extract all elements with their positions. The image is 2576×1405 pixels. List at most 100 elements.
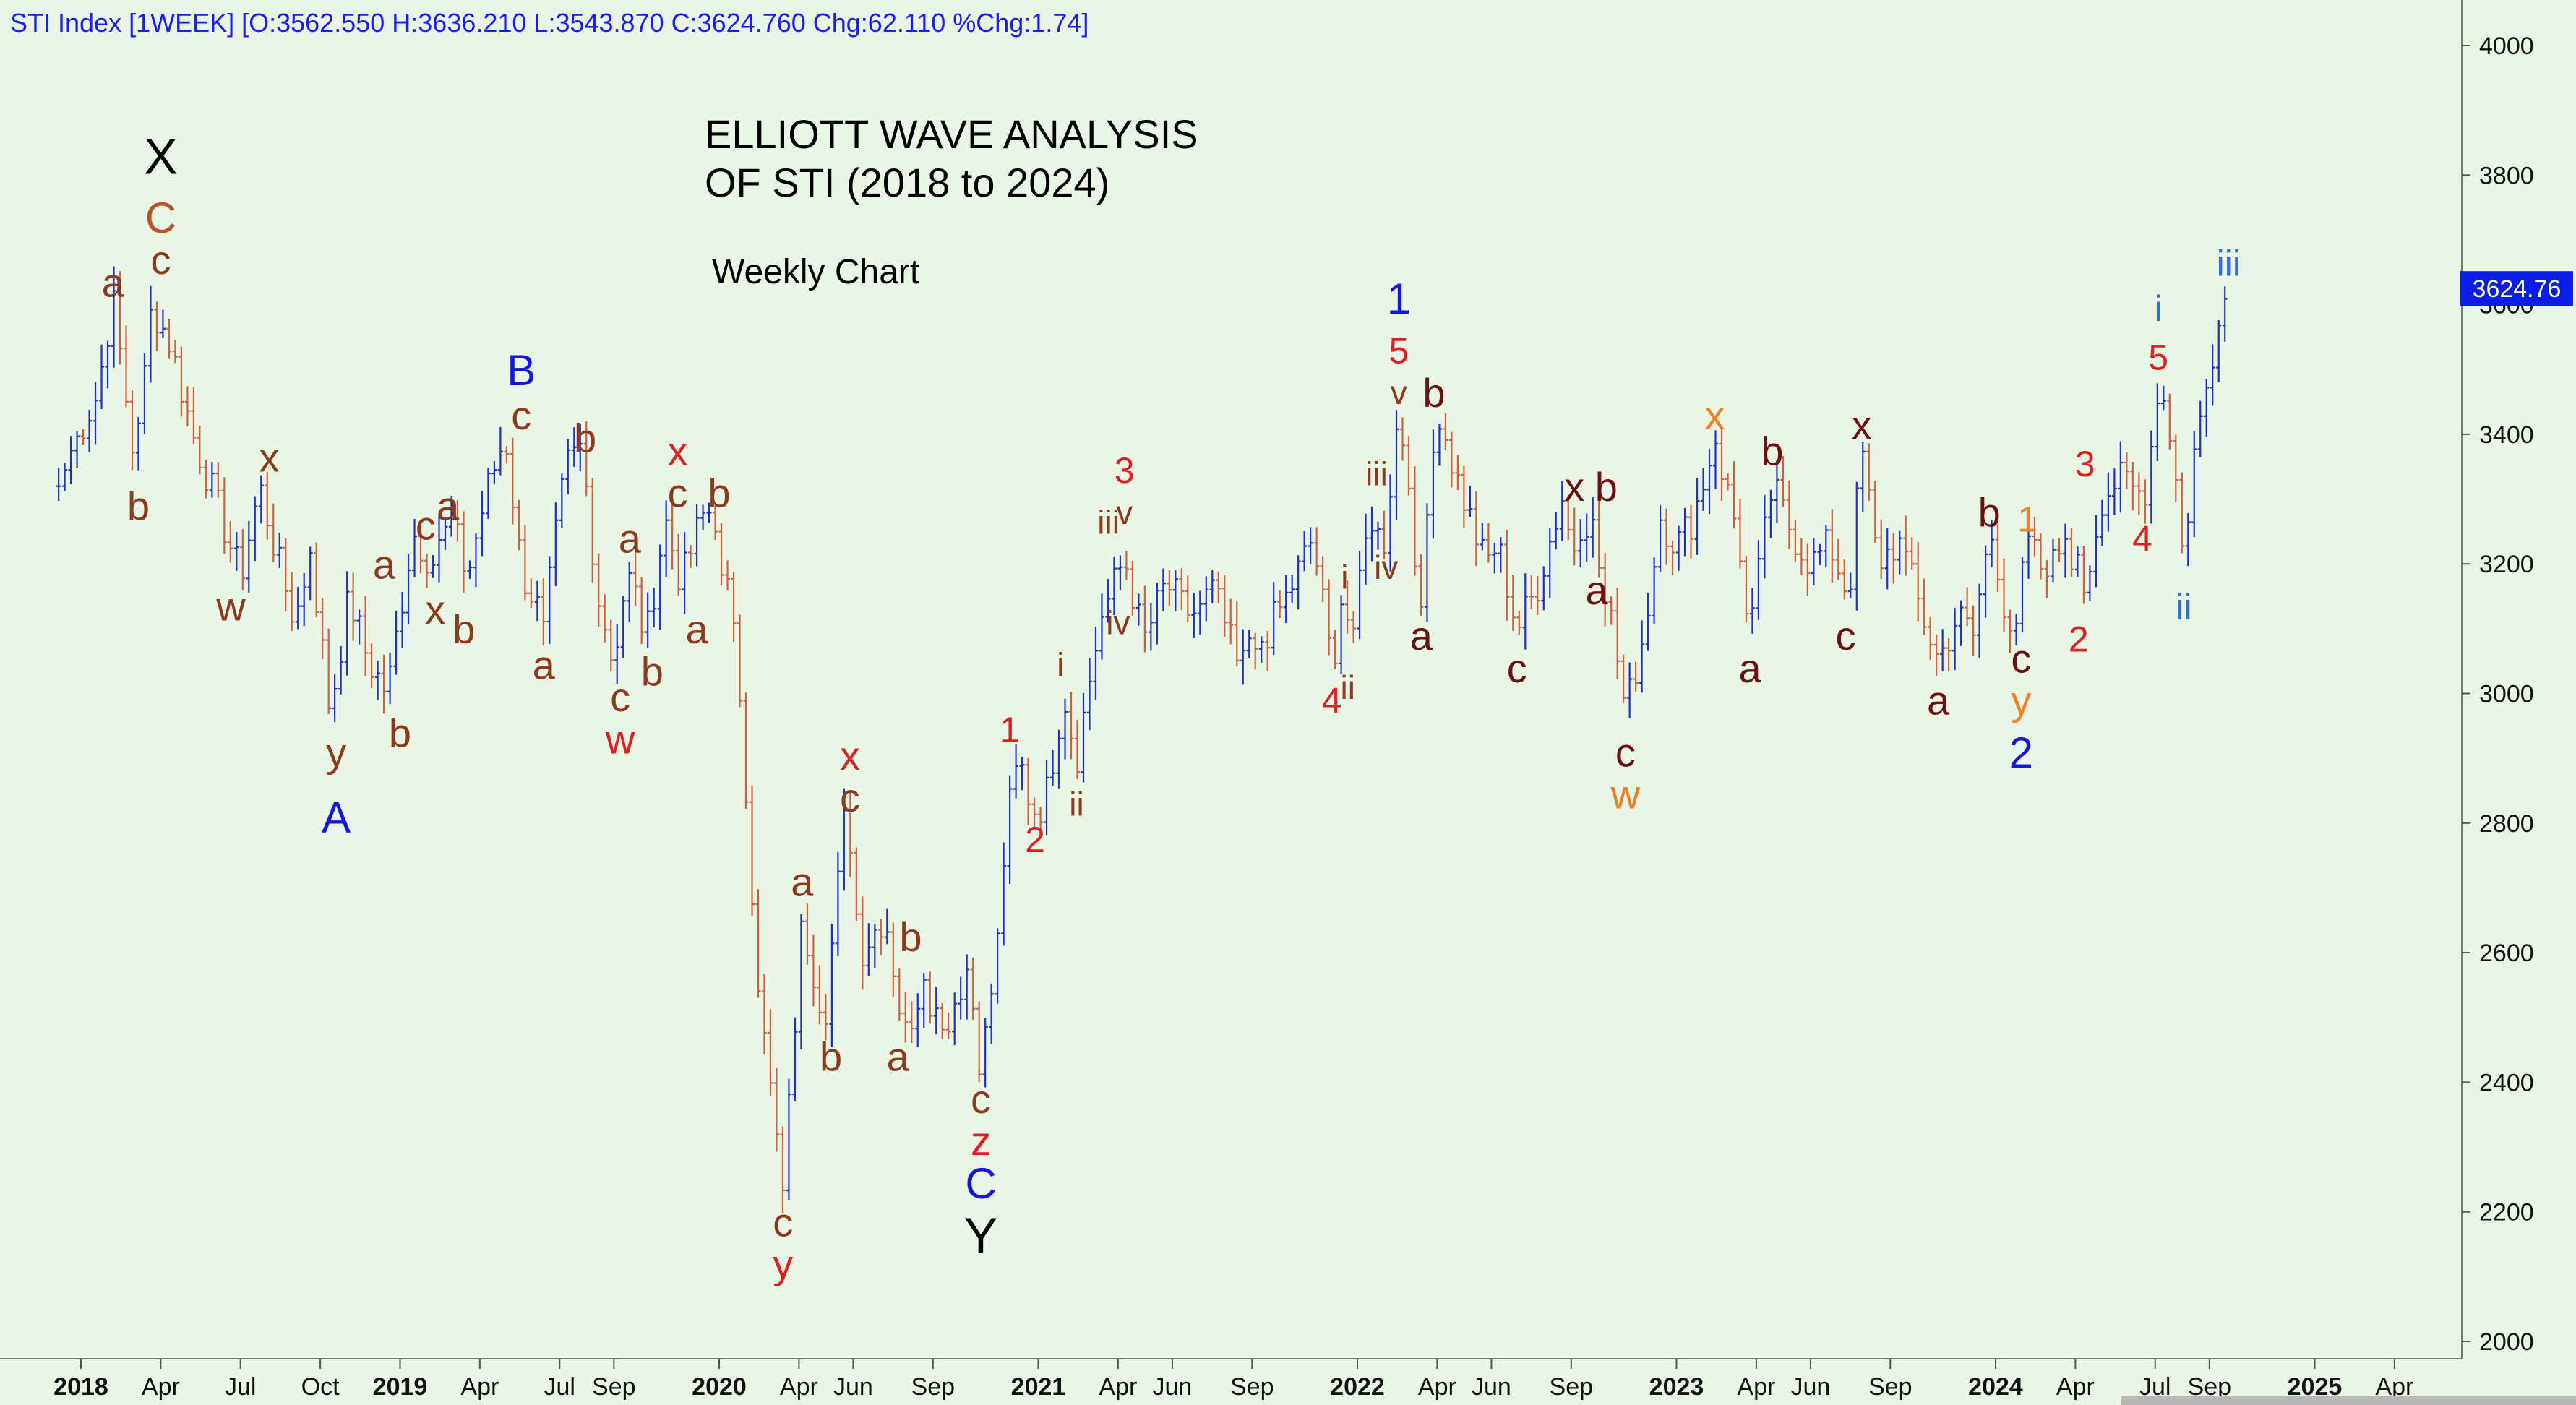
ohlc-bar (915, 993, 921, 1047)
ohlc-bar (578, 424, 583, 471)
x-tick-label: Apr (1099, 1373, 1137, 1401)
ohlc-bar (1031, 797, 1037, 828)
wave-label: a (791, 859, 814, 905)
ohlc-bar (798, 914, 804, 1050)
ohlc-bar (1142, 585, 1148, 653)
ohlc-bar (706, 502, 712, 523)
x-tick-label: Sep (911, 1373, 956, 1401)
ohlc-bar (817, 965, 823, 1025)
ohlc-bar (460, 511, 466, 593)
ohlc-bar (1915, 542, 1921, 622)
ohlc-bar (1246, 630, 1252, 658)
ohlc-bar (1209, 570, 1215, 603)
ohlc-bar (1793, 520, 1798, 562)
ohlc-bar (866, 923, 872, 976)
ohlc-bar (344, 571, 350, 676)
ohlc-bar (1571, 507, 1577, 566)
wave-label: a (102, 259, 125, 305)
x-tick-label: Jul (2139, 1373, 2171, 1401)
ohlc-bar (1829, 509, 1835, 583)
ohlc-bar (1712, 430, 1718, 489)
x-tick-label: Sep (592, 1373, 636, 1401)
ohlc-bar (1768, 489, 1774, 538)
ohlc-bar (1086, 658, 1092, 731)
ohlc-bar (792, 1017, 798, 1101)
ohlc-bar (1860, 442, 1866, 512)
ohlc-bar (632, 549, 638, 606)
ohlc-bar (2148, 430, 2154, 524)
ohlc-bar (314, 542, 319, 618)
ohlc-bar (1093, 627, 1099, 700)
ohlc-bar (1786, 480, 1792, 550)
wave-label: B (507, 346, 536, 395)
ohlc-bar (1197, 590, 1203, 635)
wave-label: b (574, 416, 596, 461)
ohlc-bar (1652, 557, 1657, 624)
x-tick-label: Apr (2375, 1373, 2413, 1401)
ohlc-bar (332, 674, 338, 723)
ohlc-bar (1001, 842, 1007, 946)
y-tick-label: 3200 (2479, 551, 2534, 578)
horizontal-scrollbar[interactable] (2121, 1396, 2576, 1405)
ohlc-bar (583, 421, 589, 497)
chart-header: STI Index [1WEEK] [O:3562.550 H:3636.210… (10, 8, 1089, 38)
ohlc-bar (1375, 521, 1381, 550)
ohlc-bar (277, 533, 283, 569)
ohlc-bar (412, 518, 418, 577)
ohlc-bar (534, 580, 540, 622)
ohlc-bar (1448, 431, 1454, 488)
ohlc-bar (2191, 431, 2197, 538)
ohlc-bar (1774, 460, 1779, 523)
ohlc-bar (1228, 598, 1234, 645)
ohlc-bar (1633, 661, 1639, 692)
ohlc-bar (265, 471, 270, 540)
ohlc-bar (191, 387, 197, 445)
ohlc-bar (2019, 557, 2025, 632)
ohlc-bar (1989, 519, 1995, 568)
x-tick-label: Apr (2056, 1373, 2095, 1401)
x-tick-label: Apr (1737, 1373, 1775, 1401)
ohlc-bar (1381, 510, 1387, 559)
last-price-value: 3624.76 (2473, 275, 2562, 303)
ohlc-bar (2179, 472, 2185, 554)
x-axis-ticks: 2018 Apr Jul Oct 2019 Apr Jul Sep 2020 Apr Jun Sep 2… (53, 1359, 2413, 1401)
ohlc-bar (1854, 481, 1860, 611)
wave-label: a (373, 541, 396, 587)
ohlc-bar (1369, 506, 1375, 562)
ohlc-bar (1743, 555, 1749, 622)
ohlc-bar (2118, 441, 2124, 513)
ohlc-bar (725, 560, 731, 591)
ohlc-bar (909, 1001, 914, 1044)
ohlc-bar (1099, 593, 1104, 660)
wave-label: c (1835, 613, 1855, 658)
ohlc-bar (1965, 587, 1970, 627)
ohlc-bar (854, 847, 859, 921)
ohlc-bar (1584, 513, 1589, 562)
wave-label: w (605, 716, 635, 762)
ohlc-bar (283, 538, 288, 612)
wave-label: 2 (2069, 619, 2089, 659)
ohlc-bar (129, 390, 135, 471)
ohlc-bar (859, 896, 865, 990)
ohlc-bar (1253, 632, 1258, 670)
ohlc-bar (921, 973, 927, 1028)
ohlc-bar (1627, 662, 1633, 718)
ohlc-bar (111, 266, 117, 368)
ohlc-bar (1485, 523, 1491, 563)
ohlc-bar (1111, 557, 1117, 616)
ohlc-bar (1897, 530, 1902, 575)
ohlc-bar (1639, 620, 1645, 693)
ohlc-bar (1013, 744, 1019, 799)
x-tick-label: Sep (1550, 1373, 1594, 1401)
ohlc-bar (68, 436, 74, 484)
ohlc-bar (1258, 636, 1264, 663)
wave-label: ii (1069, 785, 1083, 822)
ohlc-bar (1620, 654, 1626, 703)
y-tick-label: 2000 (2479, 1328, 2534, 1356)
wave-label: 2 (1025, 820, 1045, 860)
y-tick-label: 3800 (2479, 162, 2534, 189)
wave-label: b (820, 1034, 842, 1080)
x-tick-label: Jun (1472, 1373, 1511, 1401)
ohlc-bar (1160, 568, 1166, 611)
ohlc-bar (363, 595, 369, 676)
